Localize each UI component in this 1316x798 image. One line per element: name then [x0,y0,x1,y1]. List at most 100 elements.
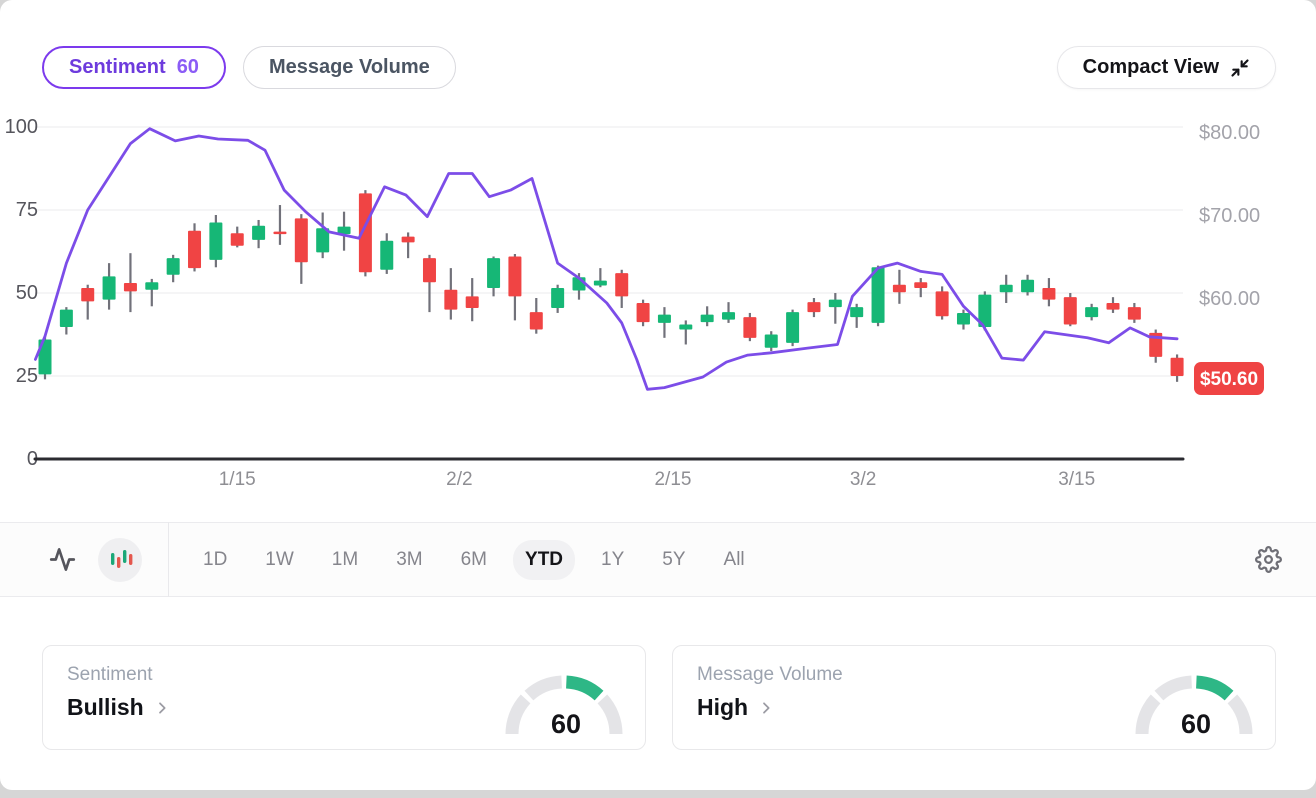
candle-up [316,228,330,253]
pulse-line-icon [49,548,75,571]
candle-down [1106,302,1120,310]
card-label: Sentiment [67,664,153,685]
x-axis-label: 2/2 [446,469,472,490]
candle-down [81,288,95,302]
gear-icon [1254,546,1282,573]
candle-down [273,231,287,235]
gauge-segment [1227,694,1253,735]
message-volume-toggle-label: Message Volume [268,56,430,78]
sentiment-value: Bullish [67,694,144,720]
x-axis-label: 3/2 [850,469,876,490]
range-button-1y[interactable]: 1Y [589,540,636,580]
gauge-value: 60 [1181,709,1211,739]
range-button-6m[interactable]: 6M [449,540,499,580]
gauge-segment [597,694,623,735]
candlestick-chart-type-button[interactable] [98,537,142,582]
candle-up [1085,307,1099,318]
gauge-active-segment [565,675,604,701]
settings-button[interactable] [1248,540,1288,580]
candle-up [209,222,223,260]
right-axis-label: $60.00 [1199,288,1260,310]
candle-down [529,312,543,330]
candle-down [294,218,308,263]
right-axis-label: $80.00 [1199,122,1260,144]
gauge-segment [1135,694,1161,735]
candle-down [914,282,928,289]
message-volume-detail-link[interactable]: High [697,694,1251,721]
candle-up [850,307,864,318]
card-label: Message Volume [697,664,843,685]
candle-up [657,314,671,323]
range-button-1d[interactable]: 1D [191,540,239,580]
message-volume-toggle[interactable]: Message Volume [242,46,456,89]
message-volume-summary-card[interactable]: Message Volume High 60 [672,645,1276,750]
chevron-right-icon [158,701,166,714]
candle-up [145,282,159,290]
range-button-ytd[interactable]: YTD [513,539,576,580]
candle-down [401,236,415,243]
candle-up [38,339,52,375]
candle-up [166,258,180,275]
candle-up [679,324,693,330]
left-axis-label: 25 [16,365,38,387]
sentiment-summary-card[interactable]: Sentiment Bullish 60 [42,645,646,750]
candle-up [380,240,394,270]
sentiment-line [34,127,1179,391]
range-button-1w[interactable]: 1W [253,540,306,580]
candle-down [465,296,479,308]
candle-up [551,288,565,308]
candle-up [102,276,116,300]
candlestick-icon [110,550,132,568]
range-button-5y[interactable]: 5Y [650,540,697,580]
gauge-value: 60 [551,709,581,739]
compact-view-button[interactable]: Compact View [1056,46,1276,89]
candle-down [1127,307,1141,320]
candle-up [487,258,501,289]
chevron-right-icon [763,701,770,714]
range-button-3m[interactable]: 3M [384,540,434,580]
chart-section: Sentiment 60 Message Volume Compact View… [0,0,1316,522]
candle-up [593,280,607,286]
candle-down [1042,288,1056,300]
range-button-1m[interactable]: 1M [320,540,370,580]
candle-down [188,230,202,269]
left-axis-label: 75 [16,199,38,221]
left-axis-label: 0 [27,448,38,470]
sentiment-toggle-value: 60 [176,56,199,78]
candle-down [935,291,949,317]
compact-view-label: Compact View [1082,56,1219,78]
time-range-group: 1D 1W 1M 3M 6M YTD 1Y 5Y All [191,539,757,580]
range-button-all[interactable]: All [712,540,757,580]
candle-down [807,302,821,313]
line-chart-type-button[interactable] [40,538,84,582]
x-axis-label: 1/15 [219,469,256,490]
message-volume-value: High [697,694,749,720]
candle-down [743,317,757,338]
toolbar-divider [168,522,169,597]
summary-cards: Sentiment Bullish 60 Message Volume High… [0,597,1316,750]
candle-down [230,233,244,246]
candle-down [615,273,629,297]
gauge-segment [505,694,531,735]
candle-up [956,312,970,325]
candle-up [786,312,800,343]
candle-up [722,312,736,320]
price-sentiment-chart[interactable]: 0 25 50 75 100 $60.00 $70.00 $80.00 1/15 2/2 2/15 3… [0,0,1316,522]
gauge-segment [1154,675,1193,701]
right-axis-label: $70.00 [1199,205,1260,227]
candle-up [252,225,266,240]
candle-up [871,267,885,323]
candle-down [123,283,137,292]
sentiment-toggle[interactable]: Sentiment 60 [42,46,226,89]
gauge-active-segment [1195,675,1234,701]
sentiment-detail-link[interactable]: Bullish [67,694,621,721]
candle-up [828,299,842,308]
candle-up [764,334,778,348]
candle-up [59,309,73,328]
candle-down [1170,357,1184,377]
candle-down [636,302,650,323]
candle-down [422,258,436,283]
candle-up [337,226,351,235]
x-axis-label: 2/15 [654,469,691,490]
